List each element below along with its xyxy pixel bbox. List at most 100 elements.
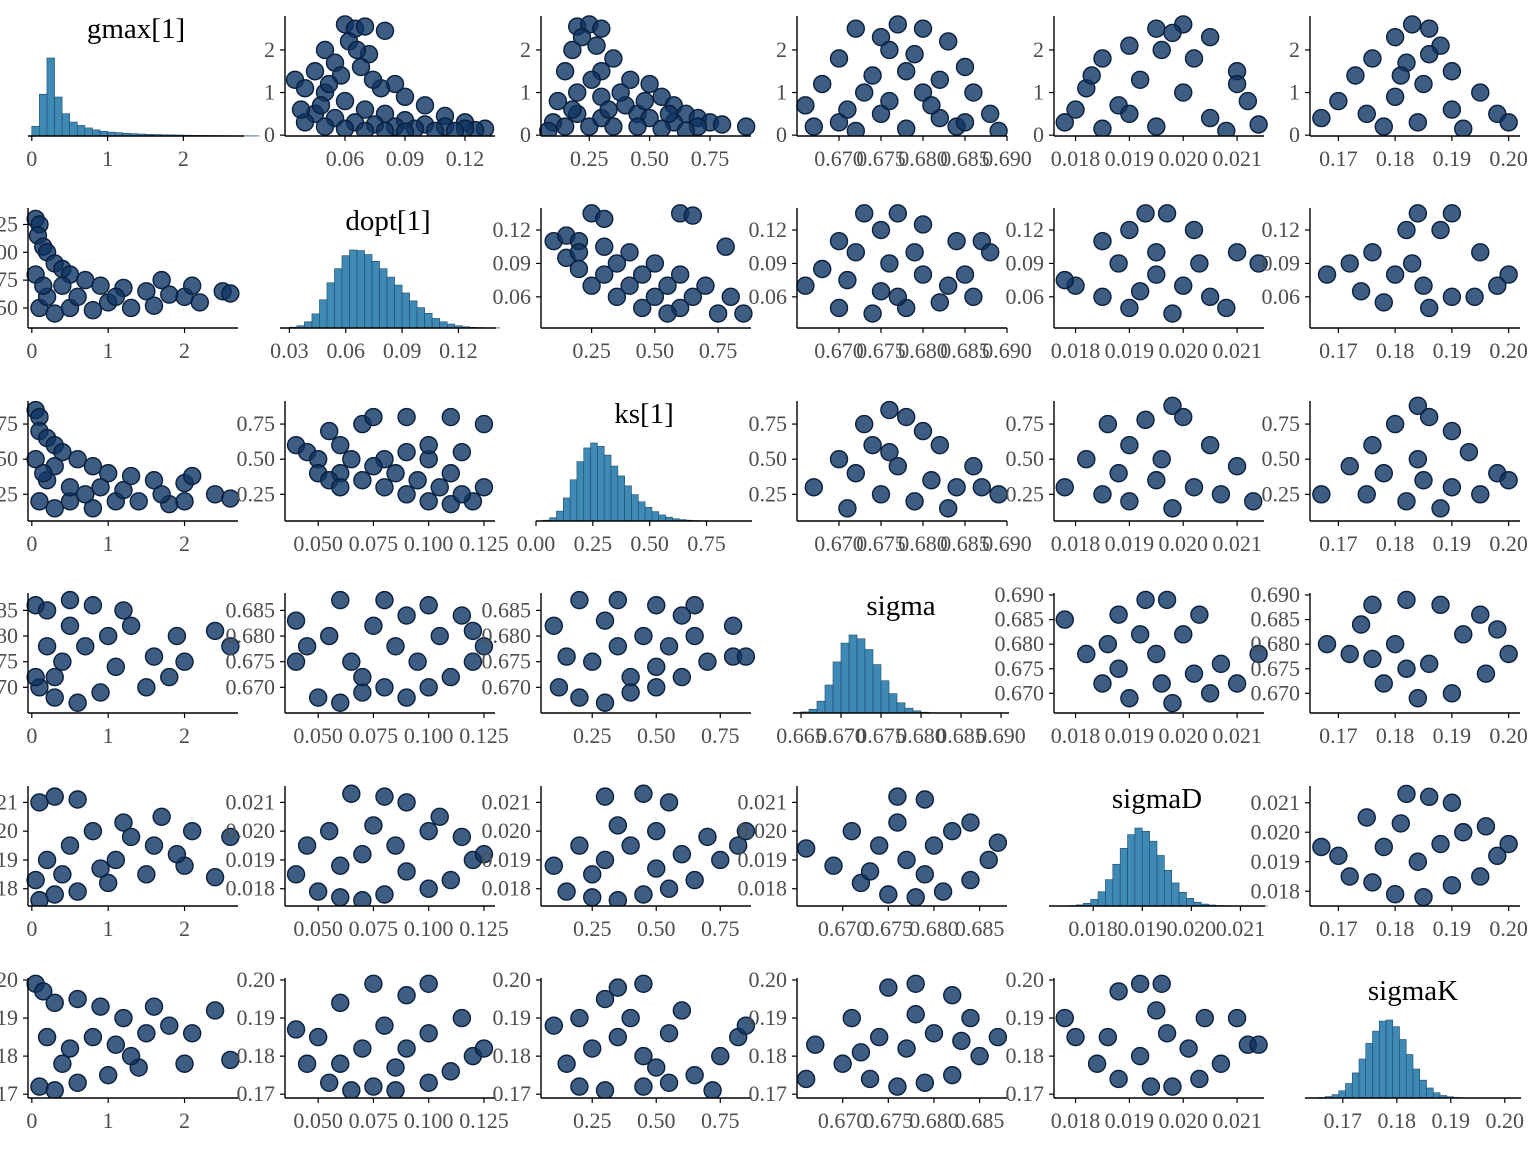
scatter-point (311, 96, 331, 115)
scatter-point (851, 1043, 871, 1062)
histogram-bar (1149, 840, 1158, 907)
scatter-point (375, 787, 394, 806)
scatter-point (430, 807, 449, 826)
scatter-point (930, 435, 949, 455)
panel-1-2: 0.25 0.50 0.75 0.06 0.09 0.12 (493, 204, 753, 363)
scatter-point (569, 259, 589, 279)
scatter-point (570, 836, 589, 855)
scatter-point (1152, 449, 1171, 469)
scatter-point (583, 652, 602, 671)
scatter-point (297, 637, 317, 656)
scatter-point (395, 87, 415, 107)
y-tick-label: 0.675 (1251, 656, 1301, 681)
scatter-point (1227, 243, 1247, 262)
scatter-point (846, 19, 865, 38)
y-tick-label: 0.19 (493, 1005, 532, 1030)
scatter-point (98, 1065, 118, 1085)
scatter-point (736, 821, 756, 841)
scatter-point (647, 821, 666, 841)
histogram-bar (1164, 869, 1173, 907)
scatter-point (1152, 40, 1171, 60)
y-tick-label: 0.685 (226, 597, 276, 622)
histogram-bar (379, 268, 388, 329)
histogram-bar (638, 501, 646, 522)
x-tick-label: 0.020 (1167, 916, 1217, 941)
scatter-point (1217, 298, 1236, 318)
x-tick-label: 0.06 (326, 146, 365, 171)
points-group (26, 590, 240, 712)
scatter-point (888, 787, 907, 806)
scatter-point (419, 879, 438, 898)
scatter-point (397, 485, 416, 504)
y-tick-label: 0.670 (226, 674, 276, 699)
scatter-point (1357, 485, 1376, 504)
scatter-point (441, 667, 460, 687)
scatter-point (129, 492, 148, 511)
scatter-point (905, 243, 924, 262)
histogram-bar (386, 276, 395, 329)
scatter-point (888, 287, 907, 307)
scatter-point (961, 870, 980, 890)
scatter-point (1312, 837, 1331, 857)
y-tick-label: 0.680 (226, 623, 276, 648)
scatter-point (1077, 644, 1096, 664)
scatter-point (869, 836, 889, 855)
x-tick-label: 0.25 (570, 146, 609, 171)
scatter-point (1130, 282, 1150, 301)
scatter-point (1397, 590, 1416, 610)
y-tick-label: 0.09 (493, 250, 532, 275)
y-tick-label: 0.12 (493, 217, 532, 242)
panel-0-0: gmax[1] 0 1 2 (26, 13, 260, 171)
y-tick-label: 0.20 (493, 967, 532, 992)
scatter-point (981, 243, 1000, 262)
histogram-bar (880, 680, 890, 714)
scatter-point (1174, 276, 1193, 295)
scatter-point (395, 122, 415, 136)
scatter-point (205, 621, 225, 641)
scatter-point (1120, 298, 1139, 318)
scatter-point (1340, 644, 1359, 664)
scatter-point (544, 856, 564, 875)
histogram-bar (651, 511, 660, 522)
scatter-point (1147, 19, 1166, 38)
y-tick-label: 0.25 (749, 481, 788, 506)
y-tick-label: 0.020 (1251, 819, 1301, 844)
scatter-point (1109, 659, 1128, 678)
scatter-point (474, 844, 494, 864)
scatter-point (1109, 982, 1128, 1001)
scatter-point (1471, 243, 1490, 262)
scatter-point (1499, 113, 1518, 132)
scatter-point (846, 121, 865, 136)
scatter-point (869, 1027, 889, 1047)
scatter-point (640, 74, 659, 94)
y-tick-label: 0 (520, 122, 531, 147)
y-tick-label: 0.50 (0, 446, 18, 471)
x-tick-label: 0.018 (1051, 1108, 1101, 1133)
scatter-point (1431, 220, 1450, 240)
x-tick-label: 0 (26, 1108, 37, 1133)
scatter-point (796, 96, 815, 115)
scatter-point (930, 108, 949, 128)
x-tick-label: 0.685 (940, 146, 990, 171)
scatter-point (555, 117, 575, 136)
scatter-point (83, 821, 103, 841)
x-tick-label: 0.670 (816, 723, 866, 748)
scatter-point (1499, 471, 1518, 490)
scatter-point (888, 15, 907, 34)
y-tick-label: 0.50 (1262, 446, 1301, 471)
x-tick-label: 0.125 (459, 531, 509, 556)
panel-1-5: 0.17 0.18 0.19 0.20 0.06 0.09 0.12 (1262, 204, 1528, 363)
histogram-bar (1112, 863, 1121, 907)
x-tick-label: 0.19 (1432, 1108, 1471, 1133)
scatter-point (1093, 674, 1112, 693)
scatter-point (981, 104, 1000, 124)
histogram-bar (603, 454, 612, 522)
scatter-point (353, 667, 372, 687)
histogram-bar (1186, 898, 1195, 907)
scatter-point (308, 882, 328, 901)
scatter-point (205, 1001, 225, 1020)
x-tick-label: 0 (26, 723, 37, 748)
x-tick-label: 1 (103, 723, 114, 748)
scatter-point (621, 683, 640, 702)
scatter-point (353, 471, 372, 490)
